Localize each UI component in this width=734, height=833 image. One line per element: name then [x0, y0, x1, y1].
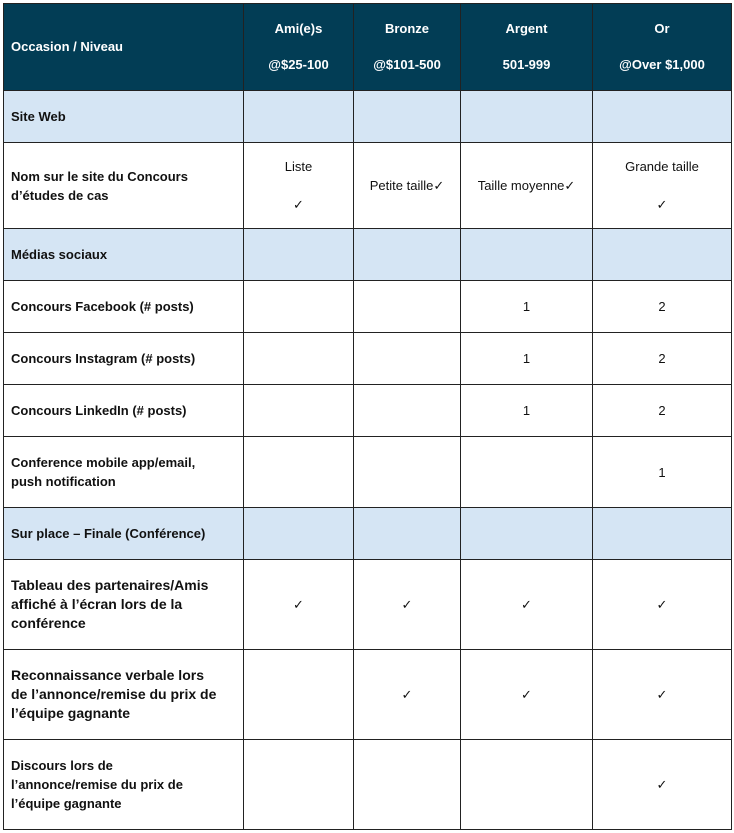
section-row: Médias sociaux: [3, 228, 732, 281]
table-cell: [243, 228, 354, 281]
row-label: Conference mobile app/email, push notifi…: [3, 436, 244, 508]
header-level-ami: Ami(e)s @$25-100: [243, 3, 354, 91]
table-cell: 1: [592, 436, 732, 508]
table-cell: [460, 436, 593, 508]
table-cell: [460, 739, 593, 830]
header-level-bronze: Bronze @$101-500: [353, 3, 461, 91]
table-cell: [353, 280, 461, 333]
header-level-or: Or @Over $1,000: [592, 3, 732, 91]
table-cell: ✓: [460, 559, 593, 650]
table-cell: Grande taille ✓: [592, 142, 732, 229]
row-label: Reconnaissance verbale lors de l’annonce…: [3, 649, 244, 740]
row-label: Nom sur le site du Concours d’études de …: [3, 142, 244, 229]
table-row: Nom sur le site du Concours d’études de …: [3, 142, 732, 229]
row-label: Discours lors de l’annonce/remise du pri…: [3, 739, 244, 830]
table-cell: [243, 280, 354, 333]
table-cell: Liste ✓: [243, 142, 354, 229]
table-cell: [243, 384, 354, 437]
table-cell: [353, 739, 461, 830]
table-cell: [243, 436, 354, 508]
table-cell: [243, 332, 354, 385]
table-cell: 1: [460, 280, 593, 333]
row-label: Sur place – Finale (Conférence): [3, 507, 244, 560]
table-row: Concours Instagram (# posts) 1 2: [3, 332, 732, 385]
table-cell: 2: [592, 280, 732, 333]
table-cell: [592, 507, 732, 560]
table-row: Concours LinkedIn (# posts) 1 2: [3, 384, 732, 437]
table-cell: Petite taille✓: [353, 142, 461, 229]
table-cell: ✓: [460, 649, 593, 740]
table-cell: [592, 90, 732, 143]
table-cell: 2: [592, 332, 732, 385]
row-label: Concours LinkedIn (# posts): [3, 384, 244, 437]
row-label: Site Web: [3, 90, 244, 143]
row-label: Concours Instagram (# posts): [3, 332, 244, 385]
table-cell: ✓: [592, 739, 732, 830]
header-row: Occasion / Niveau Ami(e)s @$25-100 Bronze…: [3, 3, 732, 91]
table-cell: [353, 507, 461, 560]
table-row: Tableau des partenaires/Amis affiché à l…: [3, 559, 732, 650]
sponsorship-table: Occasion / Niveau Ami(e)s @$25-100 Bronze…: [3, 3, 732, 830]
table-cell: [243, 739, 354, 830]
table-cell: [460, 507, 593, 560]
section-row: Site Web: [3, 90, 732, 143]
table-cell: [592, 228, 732, 281]
table-cell: ✓: [592, 649, 732, 740]
table-cell: [353, 228, 461, 281]
table-cell: 1: [460, 384, 593, 437]
table-cell: [353, 332, 461, 385]
row-label: Tableau des partenaires/Amis affiché à l…: [3, 559, 244, 650]
table-cell: [353, 384, 461, 437]
table-cell: ✓: [592, 559, 732, 650]
table-row: Discours lors de l’annonce/remise du pri…: [3, 739, 732, 830]
row-label: Médias sociaux: [3, 228, 244, 281]
table-cell: [353, 436, 461, 508]
table-cell: [243, 649, 354, 740]
row-label: Concours Facebook (# posts): [3, 280, 244, 333]
table-cell: ✓: [353, 559, 461, 650]
section-row: Sur place – Finale (Conférence): [3, 507, 732, 560]
header-level-argent: Argent 501-999: [460, 3, 593, 91]
table-cell: 2: [592, 384, 732, 437]
table-cell: 1: [460, 332, 593, 385]
table-cell: [243, 90, 354, 143]
table-row: Reconnaissance verbale lors de l’annonce…: [3, 649, 732, 740]
table-row: Conference mobile app/email, push notifi…: [3, 436, 732, 508]
table-cell: [243, 507, 354, 560]
table-cell: ✓: [243, 559, 354, 650]
table-cell: Taille moyenne✓: [460, 142, 593, 229]
table-cell: [460, 90, 593, 143]
table-cell: ✓: [353, 649, 461, 740]
table-cell: [460, 228, 593, 281]
table-cell: [353, 90, 461, 143]
header-occasion: Occasion / Niveau: [3, 3, 244, 91]
table-row: Concours Facebook (# posts) 1 2: [3, 280, 732, 333]
